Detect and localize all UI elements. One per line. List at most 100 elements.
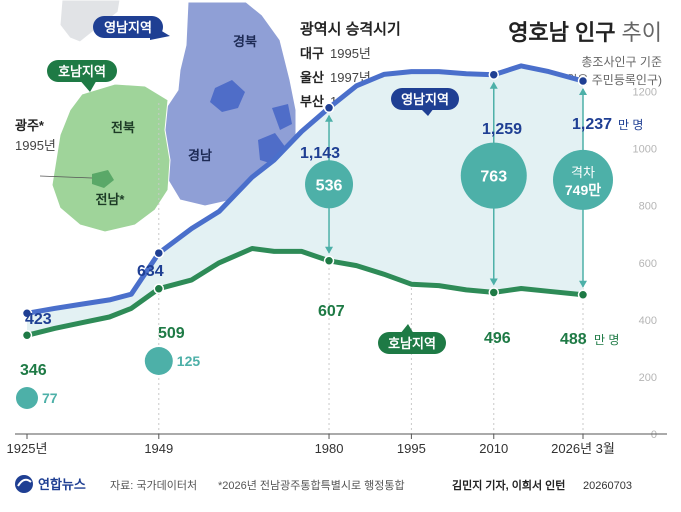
- series-badge-bg: [391, 88, 459, 110]
- promotion-city: 울산: [300, 70, 324, 85]
- unit-label: 만 명: [594, 333, 619, 347]
- data-point: [153, 247, 165, 259]
- chart-title-block: 영호남 인구 추이: [508, 20, 662, 45]
- x-tick-label: 1980: [315, 441, 344, 456]
- region-label-gyeongnam: 경남: [188, 148, 212, 163]
- series-badge-bg: [378, 332, 446, 354]
- y-tick-label: 800: [639, 201, 657, 213]
- gap-value: 77: [42, 390, 58, 406]
- gap-value: 536: [316, 177, 343, 194]
- promotion-city: 대구: [300, 46, 324, 61]
- gwangju-shape: [92, 170, 114, 188]
- footer-date: 20260703: [583, 480, 632, 492]
- region-label-gyeongbuk: 경북: [233, 34, 257, 49]
- value-label: 1,237: [572, 116, 612, 133]
- y-tick-label: 0: [651, 429, 657, 441]
- value-label: 509: [158, 325, 185, 342]
- y-tick-label: 200: [639, 372, 657, 384]
- promotion-item: 울산 1997년: [300, 70, 371, 85]
- gap-prefix: 격차: [571, 165, 595, 180]
- data-point: [488, 69, 500, 80]
- gap-arrow-head: [579, 280, 587, 288]
- footer-logo: 연합뉴스: [38, 477, 86, 492]
- honam-badge: 호남지역: [58, 64, 106, 79]
- series-badge-pointer: [400, 324, 414, 334]
- series-line-yeongnam: [24, 63, 586, 316]
- y-tick-label: 1000: [633, 144, 657, 156]
- promotion-item: 대구 1995년: [300, 46, 371, 61]
- gap-value: 749만: [565, 182, 601, 198]
- x-tick-label: 1995: [397, 441, 426, 456]
- chart-subtitle: 총조사인구 기준: [581, 55, 662, 69]
- footer: 연합뉴스 자료: 국가데이터처 *2026년 전남광주통합특별시로 행정통합 김…: [0, 466, 681, 507]
- y-tick-label: 400: [639, 315, 657, 327]
- promotion-title: 광역시 승격시기: [300, 20, 401, 38]
- gwangju-label: 광주*: [15, 118, 45, 133]
- gap-arrow-head: [325, 246, 334, 254]
- honam-region-shape: [51, 83, 171, 233]
- data-point: [323, 255, 335, 267]
- gap-value: 763: [480, 169, 507, 186]
- korea-map: 영남지역 호남지역 경북 경남 전북 전남* 광주* 1995년: [15, 0, 297, 233]
- unit-label: 만 명: [618, 118, 643, 132]
- ulsan-shape: [272, 104, 292, 130]
- value-label: 496: [484, 330, 511, 347]
- value-label: 488: [560, 331, 587, 348]
- gap-circle: [305, 160, 354, 209]
- gap-arrow-head: [325, 114, 334, 122]
- gap-circle: [16, 387, 38, 409]
- chart-title-suffix: 추이: [622, 20, 662, 45]
- value-label: 346: [20, 362, 47, 379]
- value-label: 607: [318, 303, 345, 320]
- series-badge-yeongnam: 영남지역: [401, 92, 449, 107]
- footer-content: 연합뉴스 자료: 국가데이터처 *2026년 전남광주통합특별시로 행정통합 김…: [15, 475, 632, 493]
- value-label: 634: [137, 263, 164, 280]
- footer-note: *2026년 전남광주통합특별시로 행정통합: [218, 479, 405, 492]
- daegu-shape: [210, 80, 245, 112]
- series-badge-pointer: [420, 108, 434, 116]
- promotion-year: 1995년: [330, 46, 371, 61]
- yeongnam-badge: 영남지역: [104, 20, 152, 35]
- yeongnam-badge-bg: [93, 16, 163, 38]
- data-point: [577, 75, 589, 87]
- gwangju-leader-line: [39, 175, 93, 179]
- footer-source: 자료: 국가데이터처: [110, 479, 197, 492]
- x-tick-label: 1949: [144, 441, 173, 456]
- promotion-year: 1997년: [330, 70, 371, 85]
- region-label-jeonbuk: 전북: [111, 120, 135, 135]
- data-point: [488, 287, 500, 298]
- y-tick-label: 1200: [633, 87, 657, 99]
- chart-title: 영호남 인구: [508, 20, 615, 45]
- logo-icon-swoosh: [17, 478, 32, 487]
- value-label: 1,143: [300, 145, 340, 162]
- x-tick-label: 1925년: [7, 441, 48, 456]
- logo-icon: [15, 475, 33, 493]
- north-region-shape: [59, 0, 121, 43]
- gap-arrow-head: [489, 278, 498, 286]
- gap-circle: [144, 347, 173, 375]
- value-label: 1,259: [482, 121, 522, 138]
- gap-arrow-head: [579, 87, 587, 95]
- y-tick-label: 600: [639, 258, 657, 270]
- data-point: [21, 308, 33, 319]
- data-point: [577, 289, 589, 300]
- data-point: [21, 330, 33, 341]
- value-label: 423: [25, 311, 52, 328]
- x-tick-label: 2026년 3월: [551, 441, 615, 456]
- promotion-city: 부산: [300, 94, 324, 109]
- data-point: [153, 283, 165, 294]
- x-tick-label: 2010: [479, 441, 508, 456]
- gap-value: 125: [177, 353, 201, 369]
- honam-badge-bg: [47, 60, 117, 82]
- gap-circle: [553, 149, 613, 210]
- gap-circle: [460, 142, 527, 209]
- series-badge-honam: 호남지역: [388, 336, 436, 351]
- population-chart: 영남지역 호남지역 경북 경남 전북 전남* 광주* 1995년 광역시 승격시…: [7, 0, 667, 456]
- gwangju-year: 1995년: [15, 138, 56, 153]
- gap-arrow-head: [489, 81, 498, 89]
- gap-area: [27, 65, 583, 336]
- series-line-honam: [24, 246, 586, 338]
- footer-credit: 김민지 기자, 이희서 인턴: [452, 478, 565, 492]
- data-point: [323, 102, 335, 114]
- region-label-jeonnam: 전남*: [96, 192, 126, 207]
